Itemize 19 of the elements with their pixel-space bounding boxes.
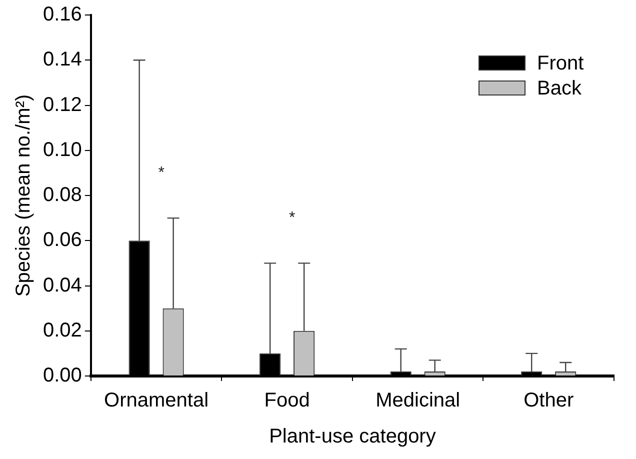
annotation: * (158, 164, 164, 182)
y-tick-label: 0.12 (42, 94, 82, 116)
legend-label: Back (537, 78, 582, 100)
y-tick-label: 0.02 (42, 319, 82, 342)
y-tick-label: 0.06 (42, 229, 82, 252)
y-tick-label: 0.16 (42, 4, 82, 26)
y-tick-label: 0.10 (42, 138, 82, 161)
x-tick-label: Ornamental (104, 390, 209, 412)
annotation: * (288, 210, 296, 227)
y-axis-title: Species (mean no./m²) (12, 94, 35, 297)
x-tick-label: Medicinal (376, 390, 460, 412)
legend-label: Front (537, 52, 584, 75)
y-tick-label: 0.14 (42, 48, 82, 71)
x-axis-title: Plant-use category (269, 426, 436, 448)
y-tick-label: 0.00 (42, 364, 82, 387)
x-tick-label: Other (524, 390, 574, 412)
y-tick-label: 0.04 (42, 274, 82, 296)
y-tick-label: 0.08 (42, 184, 82, 206)
x-tick-label: Food (264, 390, 310, 412)
